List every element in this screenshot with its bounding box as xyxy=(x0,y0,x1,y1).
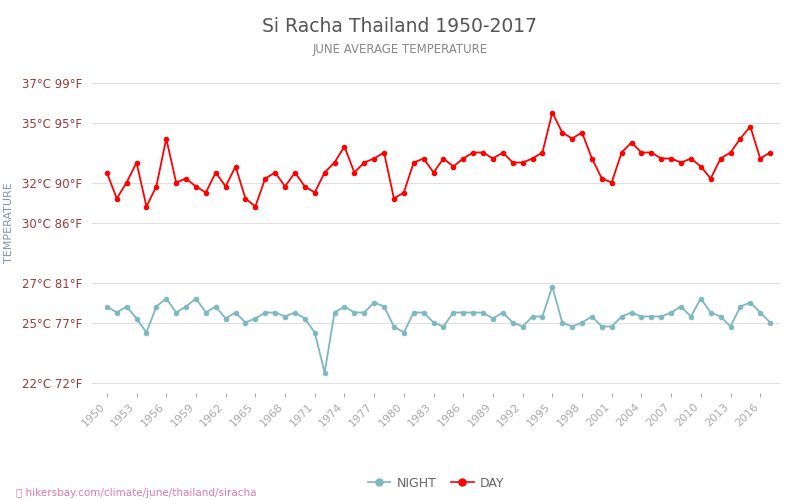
NIGHT xyxy=(706,310,715,316)
DAY xyxy=(102,170,112,175)
Y-axis label: TEMPERATURE: TEMPERATURE xyxy=(3,182,14,263)
Text: Si Racha Thailand 1950-2017: Si Racha Thailand 1950-2017 xyxy=(262,18,538,36)
DAY xyxy=(597,176,606,182)
Text: JUNE AVERAGE TEMPERATURE: JUNE AVERAGE TEMPERATURE xyxy=(313,42,487,56)
NIGHT xyxy=(716,314,726,320)
DAY xyxy=(706,176,715,182)
NIGHT xyxy=(567,324,577,330)
DAY xyxy=(142,204,151,210)
NIGHT xyxy=(646,314,656,320)
Text: 📍 hikersbay.com/climate/june/thailand/siracha: 📍 hikersbay.com/climate/june/thailand/si… xyxy=(16,488,257,498)
NIGHT xyxy=(547,284,557,290)
NIGHT xyxy=(726,324,735,330)
DAY xyxy=(766,150,775,156)
DAY xyxy=(567,136,577,141)
NIGHT xyxy=(597,324,606,330)
DAY xyxy=(547,110,557,116)
DAY xyxy=(726,150,735,156)
NIGHT xyxy=(102,304,112,310)
Line: NIGHT: NIGHT xyxy=(105,284,773,375)
DAY xyxy=(646,150,656,156)
NIGHT xyxy=(766,320,775,326)
Line: DAY: DAY xyxy=(105,110,772,208)
Legend: NIGHT, DAY: NIGHT, DAY xyxy=(362,472,510,495)
DAY xyxy=(716,156,726,162)
NIGHT xyxy=(320,370,330,376)
